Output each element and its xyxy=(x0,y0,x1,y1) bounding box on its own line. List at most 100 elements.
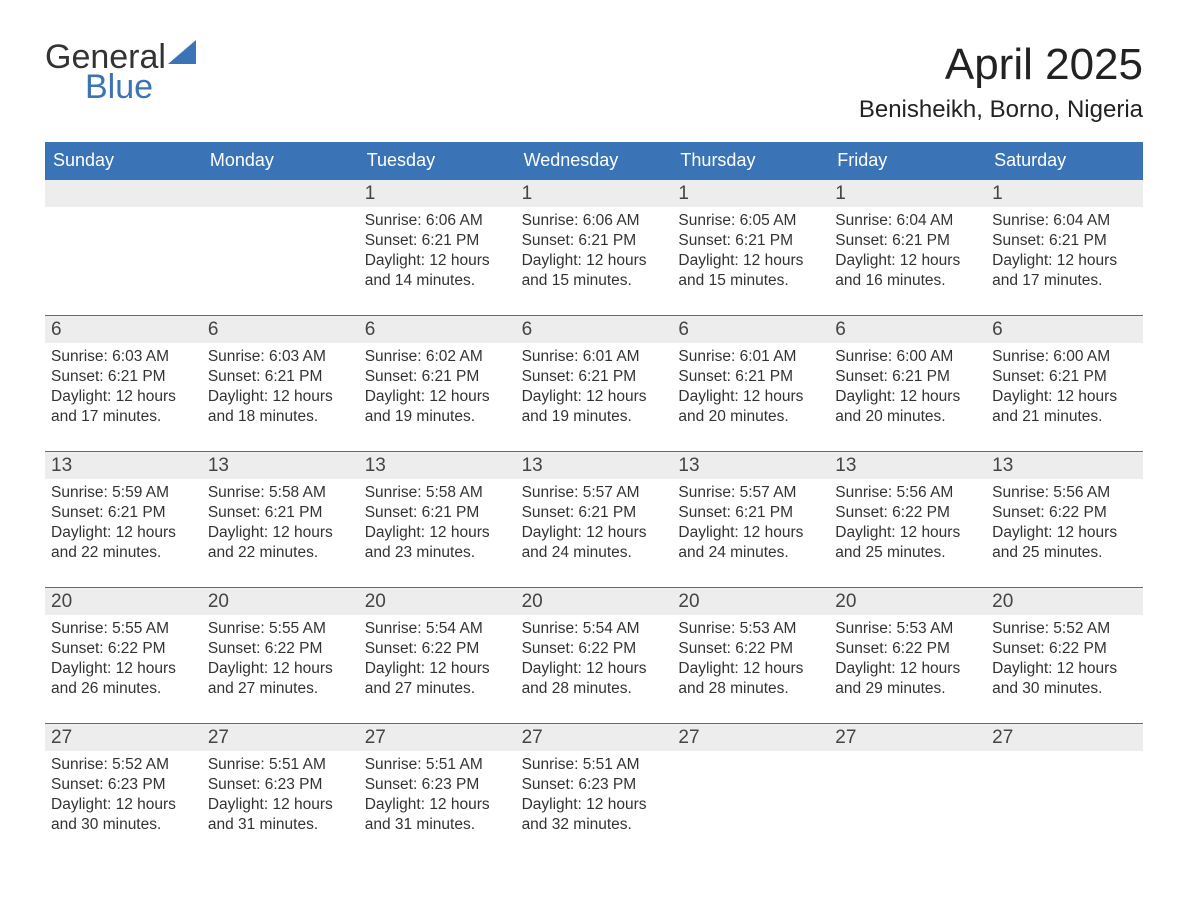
dow-header: Tuesday xyxy=(359,144,516,179)
month-title: April 2025 xyxy=(859,40,1143,90)
dow-header: Monday xyxy=(202,144,359,179)
day-number-cell: 20 xyxy=(829,587,986,615)
day-number-cell: 20 xyxy=(202,587,359,615)
day-body-cell: Sunrise: 5:51 AMSunset: 6:23 PMDaylight:… xyxy=(516,751,673,859)
day-number-cell: 6 xyxy=(359,315,516,343)
sunset-text: Sunset: 6:22 PM xyxy=(522,639,667,659)
sunset-text: Sunset: 6:21 PM xyxy=(365,367,510,387)
sunset-text: Sunset: 6:21 PM xyxy=(208,367,353,387)
daylight-text: Daylight: 12 hours xyxy=(678,523,823,543)
day-body-cell: Sunrise: 5:58 AMSunset: 6:21 PMDaylight:… xyxy=(202,479,359,587)
day-body-cell: Sunrise: 5:54 AMSunset: 6:22 PMDaylight:… xyxy=(359,615,516,723)
sunrise-text: Sunrise: 6:03 AM xyxy=(208,347,353,367)
day-number-cell: 13 xyxy=(359,451,516,479)
daylight-text: and 22 minutes. xyxy=(208,543,353,563)
brand-text: General Blue xyxy=(45,40,196,104)
day-body-cell: Sunrise: 6:00 AMSunset: 6:21 PMDaylight:… xyxy=(986,343,1143,451)
day-number-cell: 13 xyxy=(672,451,829,479)
day-body-cell: Sunrise: 6:06 AMSunset: 6:21 PMDaylight:… xyxy=(359,207,516,315)
day-body-cell: Sunrise: 6:02 AMSunset: 6:21 PMDaylight:… xyxy=(359,343,516,451)
sunset-text: Sunset: 6:23 PM xyxy=(51,775,196,795)
day-body-cell: Sunrise: 6:05 AMSunset: 6:21 PMDaylight:… xyxy=(672,207,829,315)
header: General Blue April 2025 Benisheikh, Born… xyxy=(45,40,1143,124)
day-number-cell: 6 xyxy=(986,315,1143,343)
day-body-cell: Sunrise: 5:58 AMSunset: 6:21 PMDaylight:… xyxy=(359,479,516,587)
sunrise-text: Sunrise: 6:02 AM xyxy=(365,347,510,367)
day-number-cell: 1 xyxy=(516,179,673,207)
sunrise-text: Sunrise: 5:55 AM xyxy=(51,619,196,639)
sunset-text: Sunset: 6:21 PM xyxy=(522,367,667,387)
sunset-text: Sunset: 6:21 PM xyxy=(365,503,510,523)
daylight-text: and 28 minutes. xyxy=(522,679,667,699)
day-body-cell: Sunrise: 5:55 AMSunset: 6:22 PMDaylight:… xyxy=(202,615,359,723)
daylight-text: Daylight: 12 hours xyxy=(51,795,196,815)
daylight-text: Daylight: 12 hours xyxy=(51,387,196,407)
sunset-text: Sunset: 6:23 PM xyxy=(365,775,510,795)
daylight-text: and 25 minutes. xyxy=(992,543,1137,563)
daylight-text: and 28 minutes. xyxy=(678,679,823,699)
sunset-text: Sunset: 6:21 PM xyxy=(522,503,667,523)
day-body-cell: Sunrise: 6:01 AMSunset: 6:21 PMDaylight:… xyxy=(516,343,673,451)
daylight-text: Daylight: 12 hours xyxy=(678,251,823,271)
sunrise-text: Sunrise: 5:51 AM xyxy=(208,755,353,775)
dow-header: Saturday xyxy=(986,144,1143,179)
day-number-cell: 1 xyxy=(359,179,516,207)
day-body-cell: Sunrise: 6:01 AMSunset: 6:21 PMDaylight:… xyxy=(672,343,829,451)
day-body-cell: Sunrise: 5:51 AMSunset: 6:23 PMDaylight:… xyxy=(202,751,359,859)
day-number-cell: 27 xyxy=(45,723,202,751)
day-number-cell: 27 xyxy=(986,723,1143,751)
sunrise-text: Sunrise: 5:58 AM xyxy=(208,483,353,503)
day-number-cell: 27 xyxy=(202,723,359,751)
sail-icon xyxy=(168,40,196,64)
sunrise-text: Sunrise: 5:54 AM xyxy=(365,619,510,639)
day-body-cell: Sunrise: 5:55 AMSunset: 6:22 PMDaylight:… xyxy=(45,615,202,723)
day-number-cell: 27 xyxy=(829,723,986,751)
sunrise-text: Sunrise: 6:01 AM xyxy=(678,347,823,367)
daylight-text: and 22 minutes. xyxy=(51,543,196,563)
sunset-text: Sunset: 6:23 PM xyxy=(208,775,353,795)
day-number-cell: 20 xyxy=(986,587,1143,615)
sunset-text: Sunset: 6:21 PM xyxy=(208,503,353,523)
daylight-text: and 17 minutes. xyxy=(51,407,196,427)
sunset-text: Sunset: 6:22 PM xyxy=(992,639,1137,659)
sunrise-text: Sunrise: 5:57 AM xyxy=(522,483,667,503)
daylight-text: and 24 minutes. xyxy=(678,543,823,563)
daylight-text: and 24 minutes. xyxy=(522,543,667,563)
sunrise-text: Sunrise: 5:56 AM xyxy=(835,483,980,503)
daylight-text: and 32 minutes. xyxy=(522,815,667,835)
daylight-text: and 15 minutes. xyxy=(522,271,667,291)
day-number-cell: 27 xyxy=(359,723,516,751)
sunset-text: Sunset: 6:21 PM xyxy=(678,231,823,251)
day-number-cell: 13 xyxy=(202,451,359,479)
daylight-text: and 31 minutes. xyxy=(365,815,510,835)
sunrise-text: Sunrise: 6:00 AM xyxy=(992,347,1137,367)
daylight-text: Daylight: 12 hours xyxy=(992,387,1137,407)
day-number-cell: 20 xyxy=(359,587,516,615)
daylight-text: and 16 minutes. xyxy=(835,271,980,291)
daylight-text: and 17 minutes. xyxy=(992,271,1137,291)
day-body-cell: Sunrise: 6:03 AMSunset: 6:21 PMDaylight:… xyxy=(45,343,202,451)
day-number-cell: 27 xyxy=(672,723,829,751)
day-number-cell: 1 xyxy=(672,179,829,207)
sunset-text: Sunset: 6:22 PM xyxy=(835,503,980,523)
calendar-grid: SundayMondayTuesdayWednesdayThursdayFrid… xyxy=(45,142,1143,859)
day-number-cell: 6 xyxy=(516,315,673,343)
sunset-text: Sunset: 6:21 PM xyxy=(678,503,823,523)
sunset-text: Sunset: 6:21 PM xyxy=(678,367,823,387)
daylight-text: and 27 minutes. xyxy=(208,679,353,699)
daylight-text: and 14 minutes. xyxy=(365,271,510,291)
sunrise-text: Sunrise: 5:52 AM xyxy=(51,755,196,775)
sunrise-text: Sunrise: 6:03 AM xyxy=(51,347,196,367)
daylight-text: and 21 minutes. xyxy=(992,407,1137,427)
sunset-text: Sunset: 6:22 PM xyxy=(992,503,1137,523)
day-number-cell: 6 xyxy=(672,315,829,343)
day-body-cell: Sunrise: 5:56 AMSunset: 6:22 PMDaylight:… xyxy=(829,479,986,587)
day-body-cell: Sunrise: 5:54 AMSunset: 6:22 PMDaylight:… xyxy=(516,615,673,723)
day-body-cell: Sunrise: 5:52 AMSunset: 6:23 PMDaylight:… xyxy=(45,751,202,859)
sunset-text: Sunset: 6:21 PM xyxy=(51,503,196,523)
sunset-text: Sunset: 6:22 PM xyxy=(365,639,510,659)
daylight-text: Daylight: 12 hours xyxy=(522,387,667,407)
daylight-text: Daylight: 12 hours xyxy=(208,387,353,407)
daylight-text: Daylight: 12 hours xyxy=(678,659,823,679)
daylight-text: and 20 minutes. xyxy=(678,407,823,427)
